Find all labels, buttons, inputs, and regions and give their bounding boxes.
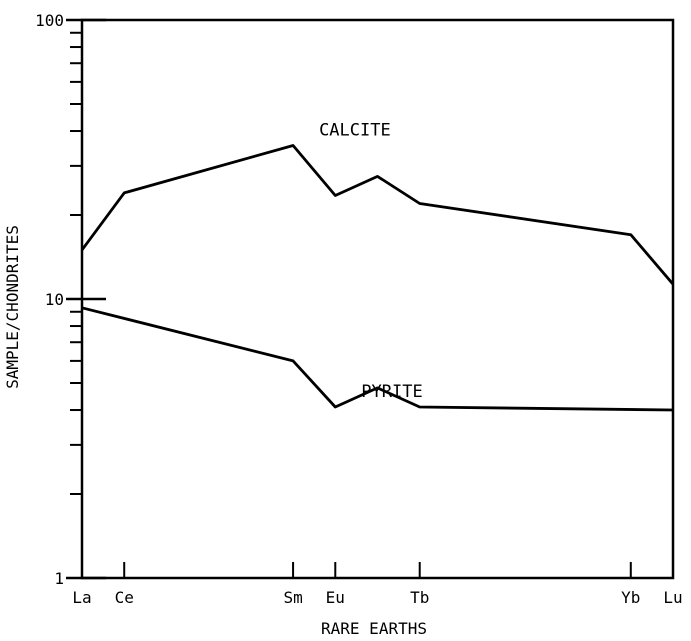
x-tick-label: Sm (283, 588, 302, 607)
plot-frame (80, 18, 675, 580)
x-tick-label: Lu (663, 588, 682, 607)
y-major-ticks (66, 18, 106, 580)
series-line-pyrite (81, 306, 674, 412)
x-tick-label: La (72, 588, 91, 607)
y-tick-label: 10 (45, 290, 64, 309)
y-tick-labels: 1 10 100 (35, 11, 64, 588)
y-minor-ticks (70, 31, 82, 496)
x-tick-labels: La Ce Sm Eu Tb Yb Lu (72, 588, 682, 607)
y-tick-label: 1 (54, 569, 64, 588)
y-tick-label: 100 (35, 11, 64, 30)
x-tick-label: Ce (115, 588, 134, 607)
y-axis-label: SAMPLE/CHONDRITES (3, 225, 22, 389)
x-ticks (81, 562, 674, 578)
series-line-calcite (80, 144, 675, 286)
x-tick-label: Tb (410, 588, 429, 607)
x-tick-label: Eu (326, 588, 345, 607)
series-labels: CALCITE PYRITE (319, 120, 423, 402)
series-label-calcite: CALCITE (319, 120, 391, 140)
series-lines (80, 144, 675, 412)
x-tick-label: Yb (621, 588, 640, 607)
x-axis-label: RARE EARTHS (321, 619, 427, 638)
series-label-pyrite: PYRITE (361, 382, 422, 402)
